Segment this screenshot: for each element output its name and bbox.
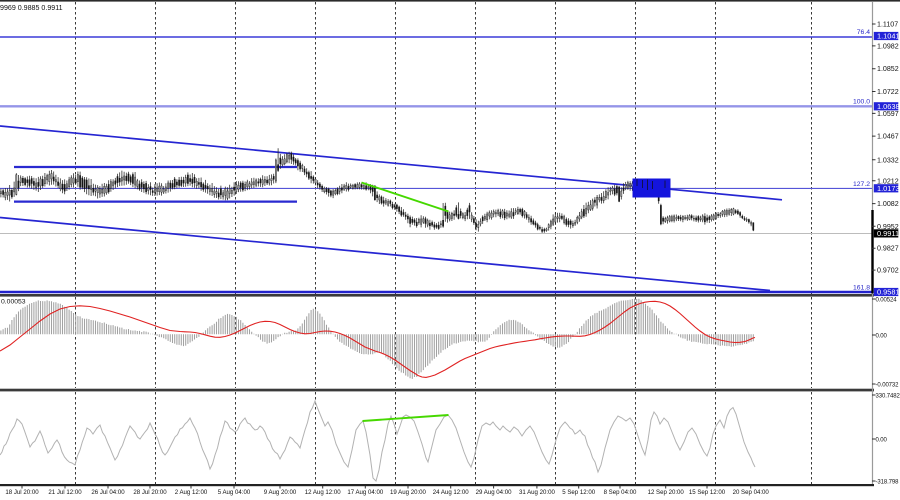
svg-text:-0.00732: -0.00732 [876,383,900,389]
svg-text:18 Jul 20:00: 18 Jul 20:00 [5,489,39,496]
svg-text:31 Aug 20:00: 31 Aug 20:00 [519,489,556,496]
svg-text:19 Aug 20:00: 19 Aug 20:00 [390,489,427,496]
svg-text:5 Aug 04:00: 5 Aug 04:00 [218,489,251,496]
svg-text:2 Aug 12:00: 2 Aug 12:00 [175,489,208,496]
svg-text:76.4: 76.4 [857,29,870,36]
svg-text:0.00: 0.00 [876,438,888,444]
svg-text:0.9581: 0.9581 [877,288,900,297]
svg-text:5 Sep 12:00: 5 Sep 12:00 [562,489,595,496]
svg-text:1.0852: 1.0852 [877,65,899,73]
svg-text:1.0332: 1.0332 [877,156,899,164]
svg-text:1.0597: 1.0597 [877,110,899,118]
svg-text:1.0212: 1.0212 [877,177,899,185]
svg-text:1.1107: 1.1107 [877,21,898,29]
svg-text:21 Jul 12:00: 21 Jul 12:00 [48,489,82,496]
svg-text:0.00: 0.00 [876,334,888,340]
svg-text:1.0638: 1.0638 [877,102,900,111]
svg-text:24 Aug 12:00: 24 Aug 12:00 [433,489,470,496]
svg-text:29 Aug 04:00: 29 Aug 04:00 [476,489,513,496]
svg-text:26 Jul 04:00: 26 Jul 04:00 [91,489,125,496]
svg-text:1.1041: 1.1041 [877,32,900,41]
svg-text:1.0082: 1.0082 [877,200,899,208]
svg-text:161.8: 161.8 [853,285,870,292]
svg-text:12 Sep 20:00: 12 Sep 20:00 [648,489,685,496]
svg-text:1.0982: 1.0982 [877,42,899,50]
svg-text:9 Aug 20:00: 9 Aug 20:00 [264,489,297,496]
svg-text:100.0: 100.0 [853,99,870,106]
svg-text:20 Sep 04:00: 20 Sep 04:00 [733,489,770,496]
svg-text:330.7482: 330.7482 [876,394,900,400]
svg-text:8 Sep 04:00: 8 Sep 04:00 [604,489,637,496]
svg-text:127.2: 127.2 [853,181,870,188]
svg-text:1.0173: 1.0173 [877,184,900,193]
svg-text:15 Sep 12:00: 15 Sep 12:00 [689,489,726,496]
svg-text:17 Aug 04:00: 17 Aug 04:00 [347,489,384,496]
svg-text:0.9702: 0.9702 [877,267,899,275]
svg-text:-318.798: -318.798 [876,480,900,486]
svg-text:9969 0.9885 0.9911: 9969 0.9885 0.9911 [0,4,63,12]
svg-text:0.9827: 0.9827 [877,245,899,253]
svg-text:0.00053: 0.00053 [1,299,26,306]
svg-text:28 Jul 20:00: 28 Jul 20:00 [133,489,167,496]
svg-text:0.00524: 0.00524 [876,298,898,304]
svg-text:0.9911: 0.9911 [877,229,899,238]
svg-text:1.0722: 1.0722 [877,88,899,96]
svg-text:0.9952: 0.9952 [877,223,899,231]
svg-text:12 Aug 12:00: 12 Aug 12:00 [305,489,342,496]
svg-text:1.0467: 1.0467 [877,133,899,141]
